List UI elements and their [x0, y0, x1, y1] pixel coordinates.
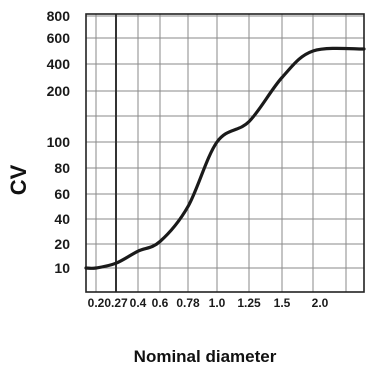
x-tick-label: 1.5	[274, 296, 291, 310]
x-tick-label: 2.0	[312, 296, 329, 310]
y-tick-label: 10	[54, 260, 70, 276]
x-tick-label: 1.0	[209, 296, 226, 310]
y-tick-label: 400	[47, 56, 71, 72]
y-tick-label: 200	[47, 83, 71, 99]
grid	[86, 14, 364, 292]
y-tick-labels: 10 20 40 60 80 100 200 400 600 800	[47, 8, 71, 276]
x-tick-label: 1.25	[237, 296, 261, 310]
y-tick-label: 800	[47, 8, 71, 24]
plot-frame	[85, 13, 365, 293]
x-tick-label: 0.6	[152, 296, 169, 310]
y-tick-label: 80	[54, 160, 70, 176]
x-tick-label: 0.78	[176, 296, 200, 310]
y-axis-title: CV	[6, 164, 31, 195]
y-tick-label: 100	[47, 134, 71, 150]
x-tick-labels: 0.2 0.27 0.4 0.6 0.78 1.0 1.25 1.5 2.0	[88, 296, 329, 310]
y-tick-label: 40	[54, 211, 70, 227]
series-line	[84, 46, 366, 270]
y-tick-label: 60	[54, 186, 70, 202]
x-axis-title: Nominal diameter	[134, 347, 277, 366]
x-tick-label: 0.2	[88, 296, 105, 310]
y-tick-label: 600	[47, 30, 71, 46]
y-tick-label: 20	[54, 236, 70, 252]
x-tick-label: 0.4	[130, 296, 147, 310]
x-tick-label: 0.27	[104, 296, 128, 310]
